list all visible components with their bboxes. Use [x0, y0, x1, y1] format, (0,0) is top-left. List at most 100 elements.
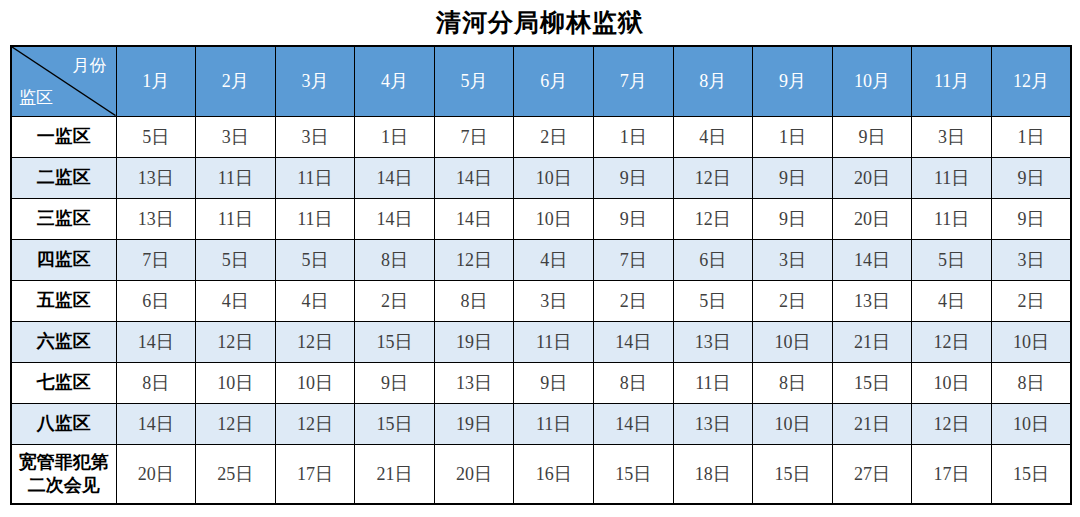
day-cell: 12日 — [434, 239, 514, 280]
schedule-table: 月份 监区 1月2月3月4月5月6月7月8月9月10月11月12月 一监区5日3… — [10, 45, 1072, 505]
day-cell: 9日 — [514, 362, 594, 403]
table-row: 四监区7日5日5日8日12日4日7日6日3日14日5日3日 — [11, 239, 1071, 280]
row-label: 八监区 — [11, 403, 116, 444]
day-cell: 12日 — [673, 198, 753, 239]
day-cell: 12日 — [912, 403, 992, 444]
day-cell: 3日 — [912, 116, 992, 157]
day-cell: 14日 — [593, 403, 673, 444]
day-cell: 5日 — [673, 280, 753, 321]
day-cell: 19日 — [434, 403, 514, 444]
day-cell: 15日 — [991, 444, 1071, 504]
day-cell: 4日 — [673, 116, 753, 157]
month-header: 5月 — [434, 46, 514, 116]
day-cell: 21日 — [832, 403, 912, 444]
corner-label-district: 监区 — [19, 86, 53, 109]
day-cell: 15日 — [593, 444, 673, 504]
day-cell: 18日 — [673, 444, 753, 504]
day-cell: 2日 — [753, 280, 833, 321]
day-cell: 9日 — [753, 157, 833, 198]
day-cell: 5日 — [912, 239, 992, 280]
day-cell: 9日 — [753, 198, 833, 239]
day-cell: 3日 — [196, 116, 276, 157]
month-header: 8月 — [673, 46, 753, 116]
day-cell: 13日 — [832, 280, 912, 321]
month-header: 10月 — [832, 46, 912, 116]
row-label: 宽管罪犯第二次会见 — [11, 444, 116, 504]
table-row: 宽管罪犯第二次会见20日25日17日21日20日16日15日18日15日27日1… — [11, 444, 1071, 504]
day-cell: 14日 — [434, 198, 514, 239]
day-cell: 27日 — [832, 444, 912, 504]
table-row: 五监区6日4日4日2日8日3日2日5日2日13日4日2日 — [11, 280, 1071, 321]
day-cell: 5日 — [275, 239, 355, 280]
day-cell: 10日 — [753, 321, 833, 362]
day-cell: 14日 — [355, 157, 435, 198]
day-cell: 19日 — [434, 321, 514, 362]
day-cell: 15日 — [832, 362, 912, 403]
day-cell: 25日 — [196, 444, 276, 504]
month-header: 2月 — [196, 46, 276, 116]
month-header: 7月 — [593, 46, 673, 116]
row-label: 三监区 — [11, 198, 116, 239]
day-cell: 9日 — [991, 157, 1071, 198]
day-cell: 13日 — [434, 362, 514, 403]
day-cell: 8日 — [116, 362, 196, 403]
day-cell: 10日 — [991, 321, 1071, 362]
month-header: 9月 — [753, 46, 833, 116]
day-cell: 3日 — [514, 280, 594, 321]
day-cell: 11日 — [275, 157, 355, 198]
day-cell: 10日 — [514, 157, 594, 198]
table-row: 一监区5日3日3日1日7日2日1日4日1日9日3日1日 — [11, 116, 1071, 157]
row-label: 四监区 — [11, 239, 116, 280]
day-cell: 11日 — [196, 157, 276, 198]
day-cell: 5日 — [116, 116, 196, 157]
row-label: 六监区 — [11, 321, 116, 362]
day-cell: 1日 — [593, 116, 673, 157]
day-cell: 11日 — [912, 157, 992, 198]
day-cell: 4日 — [196, 280, 276, 321]
day-cell: 9日 — [832, 116, 912, 157]
day-cell: 8日 — [753, 362, 833, 403]
row-label: 七监区 — [11, 362, 116, 403]
day-cell: 16日 — [514, 444, 594, 504]
day-cell: 8日 — [355, 239, 435, 280]
day-cell: 14日 — [116, 321, 196, 362]
day-cell: 13日 — [673, 321, 753, 362]
day-cell: 2日 — [514, 116, 594, 157]
day-cell: 12日 — [275, 321, 355, 362]
day-cell: 10日 — [753, 403, 833, 444]
day-cell: 1日 — [991, 116, 1071, 157]
table-row: 六监区14日12日12日15日19日11日14日13日10日21日12日10日 — [11, 321, 1071, 362]
day-cell: 12日 — [912, 321, 992, 362]
day-cell: 21日 — [832, 321, 912, 362]
table-row: 二监区13日11日11日14日14日10日9日12日9日20日11日9日 — [11, 157, 1071, 198]
day-cell: 3日 — [753, 239, 833, 280]
day-cell: 14日 — [116, 403, 196, 444]
day-cell: 9日 — [593, 157, 673, 198]
day-cell: 7日 — [116, 239, 196, 280]
day-cell: 2日 — [991, 280, 1071, 321]
month-header: 4月 — [355, 46, 435, 116]
row-label: 五监区 — [11, 280, 116, 321]
day-cell: 7日 — [593, 239, 673, 280]
day-cell: 2日 — [593, 280, 673, 321]
day-cell: 20日 — [832, 157, 912, 198]
corner-header-cell: 月份 监区 — [11, 46, 116, 116]
day-cell: 17日 — [275, 444, 355, 504]
day-cell: 9日 — [593, 198, 673, 239]
day-cell: 11日 — [673, 362, 753, 403]
day-cell: 12日 — [196, 321, 276, 362]
day-cell: 17日 — [912, 444, 992, 504]
day-cell: 8日 — [593, 362, 673, 403]
month-header: 3月 — [275, 46, 355, 116]
row-label: 一监区 — [11, 116, 116, 157]
day-cell: 12日 — [196, 403, 276, 444]
day-cell: 8日 — [991, 362, 1071, 403]
month-header: 11月 — [912, 46, 992, 116]
day-cell: 8日 — [434, 280, 514, 321]
day-cell: 15日 — [355, 403, 435, 444]
day-cell: 13日 — [116, 157, 196, 198]
day-cell: 12日 — [673, 157, 753, 198]
day-cell: 7日 — [434, 116, 514, 157]
day-cell: 15日 — [355, 321, 435, 362]
day-cell: 11日 — [514, 321, 594, 362]
